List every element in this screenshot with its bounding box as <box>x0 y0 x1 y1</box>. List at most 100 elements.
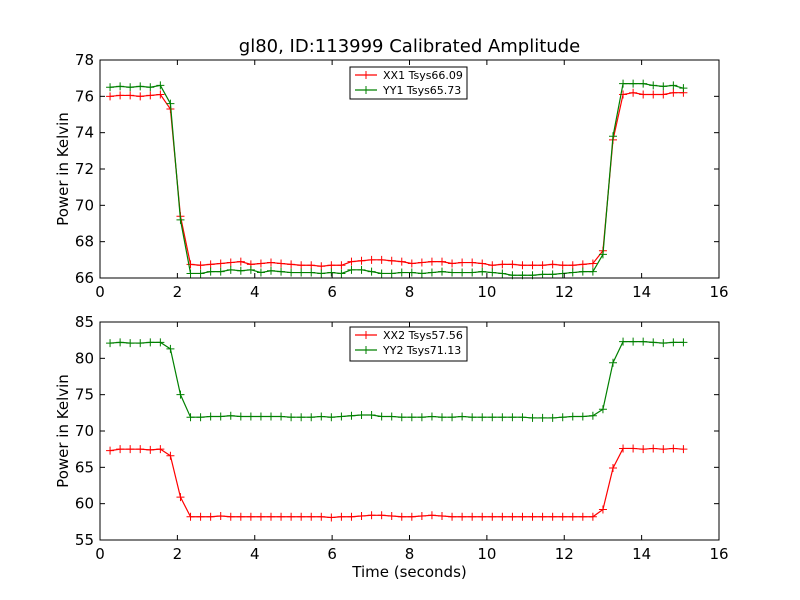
data-point <box>387 412 396 421</box>
x-tick-label: 14 <box>632 545 651 563</box>
data-point <box>649 444 658 453</box>
data-point <box>377 255 386 264</box>
data-point <box>588 267 597 276</box>
data-point <box>598 505 607 514</box>
data-point <box>357 512 366 521</box>
data-point <box>146 445 155 454</box>
data-point <box>508 413 517 422</box>
data-point <box>417 512 426 521</box>
data-point <box>437 257 446 266</box>
data-point <box>407 413 416 422</box>
data-point <box>176 215 185 224</box>
data-point <box>397 257 406 266</box>
data-point <box>156 445 165 454</box>
legend-label: YY2 Tsys71.13 <box>382 344 461 357</box>
data-point <box>437 512 446 521</box>
data-point <box>659 339 668 348</box>
data-point <box>277 259 286 268</box>
data-point <box>488 413 497 422</box>
data-point <box>608 464 617 473</box>
x-tick-label: 10 <box>477 545 496 563</box>
data-point <box>297 261 306 270</box>
x-tick-label: 12 <box>555 283 574 301</box>
data-point <box>166 344 175 353</box>
data-point <box>659 82 668 91</box>
data-point <box>226 512 235 521</box>
data-point <box>116 82 125 91</box>
data-point <box>327 513 336 522</box>
data-point <box>347 411 356 420</box>
data-point <box>578 267 587 276</box>
x-tick-label: 4 <box>250 545 260 563</box>
x-tick-label: 12 <box>555 545 574 563</box>
y-tick-label: 68 <box>75 233 94 251</box>
data-point <box>146 83 155 92</box>
x-tick-label: 14 <box>632 283 651 301</box>
data-point <box>458 512 467 521</box>
data-point <box>347 512 356 521</box>
data-point <box>659 445 668 454</box>
data-point <box>146 338 155 347</box>
data-point <box>538 270 547 279</box>
data-point <box>598 405 607 414</box>
data-point <box>216 267 225 276</box>
data-point <box>548 270 557 279</box>
data-point <box>206 412 215 421</box>
data-point <box>367 411 376 420</box>
data-point <box>206 260 215 269</box>
data-point <box>337 512 346 521</box>
x-tick-label: 16 <box>709 283 728 301</box>
y-tick-label: 70 <box>75 422 94 440</box>
data-point <box>528 512 537 521</box>
data-point <box>126 339 135 348</box>
data-point <box>508 512 517 521</box>
data-point <box>216 512 225 521</box>
data-point <box>437 267 446 276</box>
data-point <box>528 261 537 270</box>
data-point <box>548 260 557 269</box>
data-point <box>156 81 165 90</box>
data-point <box>136 82 145 91</box>
data-point <box>578 512 587 521</box>
data-point <box>568 412 577 421</box>
data-point <box>297 413 306 422</box>
data-point <box>458 268 467 277</box>
data-point <box>397 268 406 277</box>
data-point <box>166 99 175 108</box>
x-tick-label: 0 <box>95 545 105 563</box>
x-tick-label: 16 <box>709 545 728 563</box>
legend-box <box>349 326 468 362</box>
data-point <box>337 412 346 421</box>
data-point <box>196 269 205 278</box>
data-point <box>669 444 678 453</box>
data-point <box>498 413 507 422</box>
data-point <box>448 512 457 521</box>
data-point <box>659 90 668 99</box>
data-point <box>246 265 255 274</box>
data-point <box>629 79 638 88</box>
data-point <box>297 268 306 277</box>
legend-entry: YY2 Tsys71.13 <box>355 344 461 357</box>
x-tick-label: 8 <box>405 283 415 301</box>
data-point <box>387 269 396 278</box>
data-point <box>327 261 336 270</box>
data-point <box>337 269 346 278</box>
data-point <box>226 411 235 420</box>
data-point <box>287 260 296 269</box>
data-point <box>196 413 205 422</box>
data-point <box>347 257 356 266</box>
data-point <box>146 91 155 100</box>
legend: XX2 Tsys57.56 YY2 Tsys71.13 <box>349 326 468 362</box>
legend-label: YY1 Tsys65.73 <box>382 84 461 97</box>
data-point <box>619 79 628 88</box>
data-point <box>558 512 567 521</box>
data-point <box>649 338 658 347</box>
data-point <box>679 338 688 347</box>
data-point <box>417 269 426 278</box>
data-point <box>377 412 386 421</box>
chart-bottom: 0 2 4 6 8 10 12 14 16 55 60 65 70 75 80 85 Power in Kelv… <box>54 313 729 581</box>
data-point <box>407 512 416 521</box>
series-2 <box>106 79 688 280</box>
